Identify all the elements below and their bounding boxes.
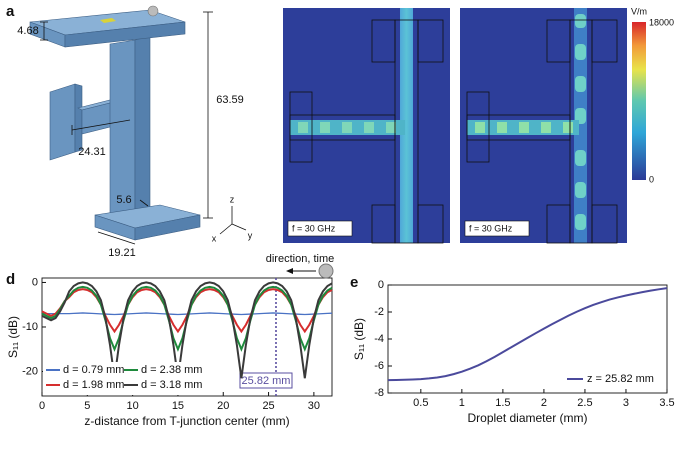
x-tick-label: 0 <box>39 400 45 412</box>
legend-box <box>43 362 197 395</box>
colorbar-label: 0 <box>649 174 654 184</box>
annotation-box <box>239 372 293 389</box>
y-tick-label: 0 <box>32 276 38 288</box>
legend-label: z = 25.82 mm <box>587 373 654 385</box>
field-map <box>460 8 627 244</box>
axis-label: y <box>248 230 253 240</box>
y-tick-label: -10 <box>22 321 38 333</box>
y-tick-label: -2 <box>374 306 384 318</box>
x-tick-label: 1 <box>459 397 465 409</box>
x-tick-label: 3.5 <box>659 397 674 409</box>
arrow-head <box>286 268 293 274</box>
x-tick-label: 0.5 <box>413 397 428 409</box>
droplet <box>318 263 334 279</box>
series-line <box>41 281 333 379</box>
plot-frame <box>41 277 333 397</box>
axis-label: x <box>212 233 217 243</box>
legend-label: d = 3.18 mm <box>141 379 202 391</box>
axis-triad <box>219 206 247 235</box>
legend-label: d = 0.79 mm <box>63 364 124 376</box>
dimension-lines <box>40 11 213 245</box>
x-tick-label: 25 <box>262 400 274 412</box>
y-tick-label: -8 <box>374 387 384 399</box>
x-tick-label: 5 <box>84 400 90 412</box>
x-tick-label: 2.5 <box>577 397 592 409</box>
dimension-label: 5.6 <box>116 194 131 206</box>
x-tick-label: 10 <box>127 400 139 412</box>
colorbar-label: 18000 <box>649 17 674 27</box>
y-tick-label: -20 <box>22 365 38 377</box>
x-tick-label: 3 <box>623 397 629 409</box>
x-tick-label: 1.5 <box>495 397 510 409</box>
y-tick-label: 0 <box>378 279 384 291</box>
axis-label: z <box>230 194 235 204</box>
y-axis-label: S₁₁ (dB) <box>352 318 366 360</box>
panel-label: a <box>6 3 15 20</box>
series-line <box>387 287 668 382</box>
colorbar <box>632 22 646 180</box>
panel-label: e <box>350 274 358 291</box>
x-tick-label: 2 <box>541 397 547 409</box>
panel-label: d <box>6 271 15 288</box>
y-axis-label: S₁₁ (dB) <box>6 316 20 358</box>
x-tick-label: 30 <box>308 400 320 412</box>
y-tick-label: -6 <box>374 360 384 372</box>
dimension-label: 63.59 <box>216 94 244 106</box>
legend-label: d = 2.38 mm <box>141 364 202 376</box>
device-drawing <box>29 5 201 241</box>
x-tick-label: 15 <box>172 400 184 412</box>
frequency-label: f = 30 GHz <box>292 223 336 233</box>
x-axis-label: Droplet diameter (mm) <box>467 411 587 425</box>
legend-label: d = 1.98 mm <box>63 379 124 391</box>
dimension-label: 19.21 <box>108 247 136 259</box>
y-tick-label: -4 <box>374 333 384 345</box>
dimension-label: 24.31 <box>78 146 106 158</box>
frequency-label: f = 30 GHz <box>469 223 513 233</box>
x-tick-label: 20 <box>217 400 229 412</box>
direction-label: direction, time <box>266 253 334 265</box>
x-axis-label: z-distance from T-junction center (mm) <box>84 414 289 428</box>
colorbar-unit: V/m <box>631 6 647 16</box>
annotation-label: 25.82 mm <box>242 375 291 387</box>
dimension-label: 4.68 <box>17 25 38 37</box>
field-map <box>283 8 450 244</box>
